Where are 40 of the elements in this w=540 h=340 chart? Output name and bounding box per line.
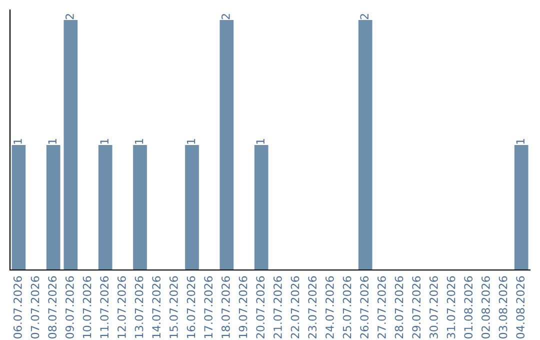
x-tick-label: 27.07.2026 — [377, 276, 386, 338]
x-tick-label: 11.07.2026 — [100, 276, 109, 338]
x-tick-label: 13.07.2026 — [134, 276, 144, 338]
x-tick-label: 14.07.2026 — [152, 276, 161, 338]
x-tick-label: 20.07.2026 — [256, 276, 265, 338]
x-tick-label: 28.07.2026 — [394, 276, 404, 338]
x-tick-label: 02.08.2026 — [481, 276, 490, 338]
x-tick-label: 18.07.2026 — [221, 276, 230, 338]
x-tick-label: 08.07.2026 — [48, 276, 57, 338]
x-tick-label: 19.07.2026 — [238, 276, 248, 338]
x-tick-label: 23.07.2026 — [308, 276, 317, 338]
x-tick-label: 03.08.2026 — [498, 276, 508, 338]
data-label: 1 — [48, 138, 56, 144]
x-tick-label: 09.07.2026 — [65, 276, 74, 338]
data-label: 1 — [186, 138, 196, 144]
x-tick-label: 25.07.2026 — [342, 276, 352, 338]
x-tick-label: 29.07.2026 — [412, 276, 421, 338]
x-tick-label: 30.07.2026 — [429, 276, 438, 338]
data-label: 1 — [134, 138, 144, 144]
x-tick-label: 16.07.2026 — [186, 276, 196, 338]
x-tick-label: 22.07.2026 — [290, 276, 300, 338]
x-tick-label: 06.07.2026 — [13, 276, 22, 338]
data-label: 2 — [221, 14, 230, 20]
x-tick-label: 15.07.2026 — [169, 276, 178, 338]
x-tick-label: 12.07.2026 — [117, 276, 126, 338]
data-label: 2 — [65, 14, 74, 20]
x-tick-label: 21.07.2026 — [273, 276, 282, 338]
x-tick-label: 04.08.2026 — [516, 276, 525, 338]
data-label: 1 — [100, 138, 108, 144]
data-label: 1 — [516, 138, 524, 144]
data-label: 2 — [360, 14, 368, 20]
x-tick-label: 17.07.2026 — [204, 276, 213, 338]
data-label: 1 — [256, 138, 264, 144]
x-tick-label: 24.07.2026 — [325, 276, 334, 338]
x-tick-label: 10.07.2026 — [82, 276, 92, 338]
x-tick-label: 01.08.2026 — [464, 276, 473, 338]
x-tick-label: 07.07.2026 — [30, 276, 40, 338]
x-tick-label: 26.07.2026 — [360, 276, 369, 338]
data-label: 1 — [14, 138, 22, 144]
x-tick-label: 31.07.2026 — [446, 276, 456, 338]
